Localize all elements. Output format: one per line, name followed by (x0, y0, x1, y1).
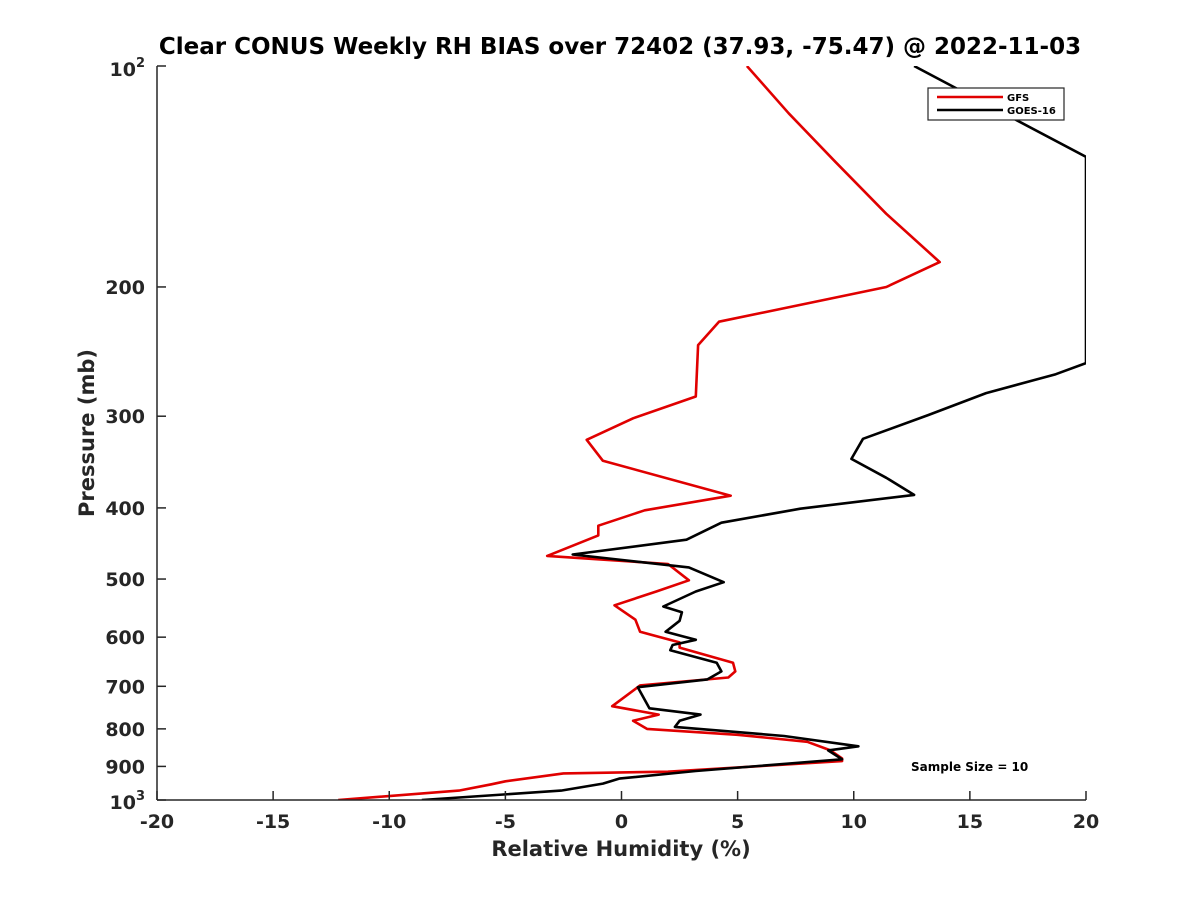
y-tick-label: 700 (105, 676, 145, 698)
x-tick-label: 0 (615, 811, 628, 833)
legend: GFS GOES-16 (927, 87, 1065, 121)
plot-area: -20 -15 -10 -5 0 5 10 15 20 200 300 400 500 600 700 80… (105, 65, 1099, 833)
x-tick-label: -20 (140, 811, 174, 833)
series-layer (338, 66, 1086, 800)
x-tick-label: 20 (1073, 811, 1099, 833)
x-tick-label: 10 (841, 811, 867, 833)
x-axis-label: Relative Humidity (%) (491, 837, 750, 861)
y-tick-label: 600 (105, 627, 145, 649)
legend-label-goes-16: GOES-16 (1007, 106, 1056, 117)
x-tick-label: -10 (372, 811, 406, 833)
legend-label-gfs: GFS (1007, 93, 1029, 104)
y-ticks: 200 300 400 500 600 700 800 900 (105, 65, 166, 801)
x-tick-label: 15 (957, 811, 983, 833)
y-tick-label: 800 (105, 719, 145, 741)
y-bottom-tick-label: 103 (110, 789, 146, 814)
y-bottom-tick-exp: 3 (136, 789, 145, 804)
y-top-tick-label: 102 (110, 56, 146, 81)
sample-size-annotation: Sample Size = 10 (911, 760, 1028, 774)
y-tick-label: 500 (105, 569, 145, 591)
x-tick-label: -15 (256, 811, 290, 833)
chart-title: Clear CONUS Weekly RH BIAS over 72402 (3… (159, 34, 1081, 60)
series-line-goes-16 (421, 66, 1086, 800)
y-top-tick-exp: 2 (136, 56, 145, 71)
x-tick-label: 5 (731, 811, 744, 833)
legend-box (927, 87, 1065, 121)
y-bottom-tick-base: 10 (110, 792, 136, 814)
y-top-tick-base: 10 (110, 59, 136, 81)
y-axis-label: Pressure (mb) (75, 349, 99, 517)
x-ticks: -20 -15 -10 -5 0 5 10 15 20 (140, 791, 1099, 833)
y-tick-label: 200 (105, 277, 145, 299)
y-tick-label: 900 (105, 756, 145, 778)
x-tick-label: -5 (495, 811, 516, 833)
y-tick-label: 300 (105, 406, 145, 428)
y-tick-label: 400 (105, 498, 145, 520)
